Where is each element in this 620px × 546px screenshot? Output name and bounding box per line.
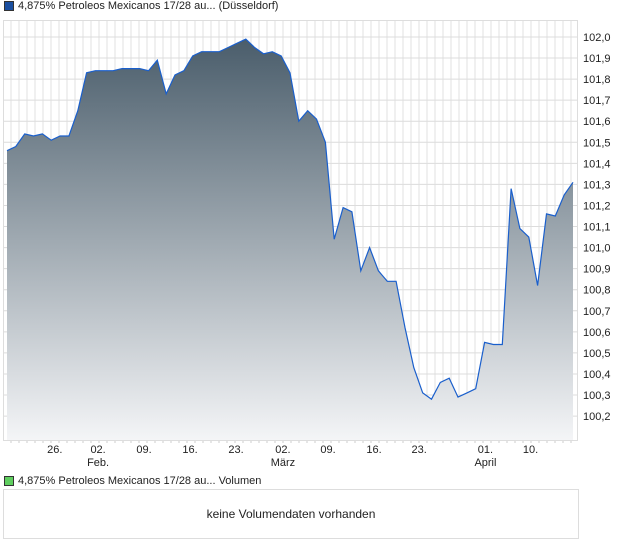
- y-tick-label: 100,3: [583, 390, 611, 402]
- x-tick-label: 09.: [320, 444, 335, 456]
- x-tick-label: 10.: [523, 444, 538, 456]
- plot-frame: [3, 20, 578, 441]
- x-tick-label: 23.: [411, 444, 426, 456]
- volume-panel: keine Volumendaten vorhanden: [3, 489, 579, 539]
- x-tick-label: 23.: [228, 444, 243, 456]
- y-tick-label: 100,4: [583, 369, 611, 381]
- y-tick-label: 100,7: [583, 306, 611, 318]
- y-tick-label: 101,0: [583, 243, 611, 255]
- x-month-label: Feb.: [87, 457, 109, 469]
- y-tick-label: 100,2: [583, 411, 611, 423]
- price-legend-swatch: [4, 1, 14, 11]
- price-line: [6, 38, 574, 401]
- y-tick-label: 102,0: [583, 32, 611, 44]
- x-tick-label: 16.: [366, 444, 381, 456]
- y-tick-label: 101,7: [583, 95, 611, 107]
- volume-legend: 4,875% Petroleos Mexicanos 17/28 au... V…: [4, 475, 261, 487]
- volume-legend-swatch: [4, 476, 14, 486]
- x-tick-label: 02.: [275, 444, 290, 456]
- price-legend-label: 4,875% Petroleos Mexicanos 17/28 au... (…: [18, 0, 279, 12]
- y-tick-label: 101,5: [583, 137, 611, 149]
- y-tick-label: 100,9: [583, 264, 611, 276]
- x-month-label: März: [271, 457, 295, 469]
- y-tick-label: 101,8: [583, 74, 611, 86]
- y-tick-label: 101,1: [583, 222, 611, 234]
- y-tick-label: 101,3: [583, 179, 611, 191]
- x-tick-label: 01.: [478, 444, 493, 456]
- y-tick-label: 101,9: [583, 53, 611, 65]
- y-tick-label: 101,2: [583, 200, 611, 212]
- y-tick-label: 100,6: [583, 327, 611, 339]
- volume-empty-message: keine Volumendaten vorhanden: [206, 507, 376, 521]
- y-tick-label: 100,5: [583, 348, 611, 360]
- volume-legend-label: 4,875% Petroleos Mexicanos 17/28 au... V…: [18, 475, 262, 487]
- price-legend: 4,875% Petroleos Mexicanos 17/28 au... (…: [4, 0, 278, 12]
- y-tick-label: 101,4: [583, 158, 611, 170]
- x-tick-label: 16.: [182, 444, 197, 456]
- y-tick-label: 100,8: [583, 285, 611, 297]
- y-tick-label: 101,6: [583, 116, 611, 128]
- x-tick-label: 02.: [90, 444, 105, 456]
- price-chart: 100,2 100,3 100,4 100,5 100,6 100,7 100,8 100,9…: [3, 20, 611, 469]
- x-tick-label: 26.: [47, 444, 62, 456]
- x-tick-label: 09.: [136, 444, 151, 456]
- x-month-label: April: [474, 457, 496, 469]
- price-area: [7, 39, 573, 440]
